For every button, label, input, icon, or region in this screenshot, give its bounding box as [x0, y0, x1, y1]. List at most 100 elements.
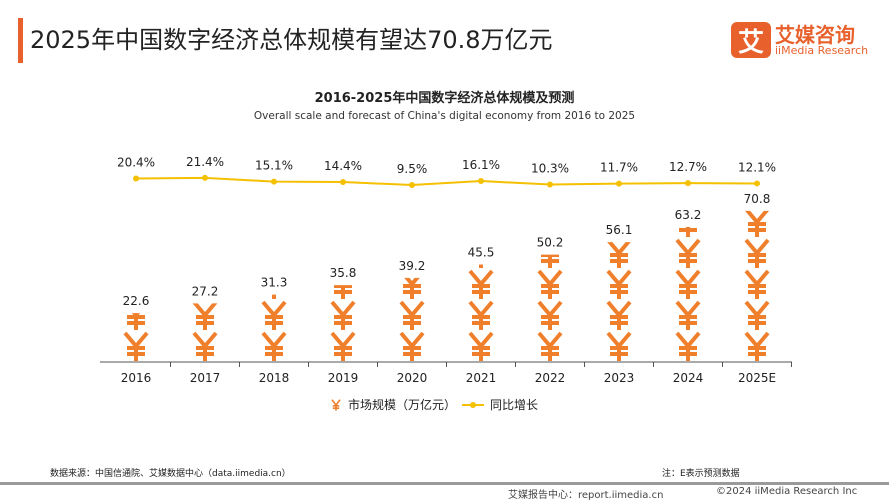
- chart: 2016 22.6 2017 27.2 2018 31.3 2019 35.8 2020 39.2…: [100, 155, 792, 385]
- logo-cn: 艾媒咨询: [775, 22, 855, 47]
- chart-subtitle: Overall scale and forecast of China's di…: [253, 110, 636, 122]
- yen-icon: [606, 331, 632, 361]
- growth-label: 20.4%: [117, 155, 155, 169]
- footer-divider: [0, 482, 889, 485]
- bar-value-label: 50.2: [537, 236, 564, 250]
- report-link[interactable]: 艾媒报告中心：report.iimedia.cn: [508, 490, 664, 501]
- yen-icon: [675, 331, 701, 361]
- yen-icon: [606, 269, 632, 299]
- logo-mark: 艾: [731, 22, 771, 58]
- x-tick-label: 2022: [535, 371, 566, 385]
- bar-2022: [537, 254, 563, 361]
- bar-2017: [192, 303, 218, 361]
- yen-icon: [192, 303, 218, 330]
- x-tick-label: 2023: [604, 371, 635, 385]
- copyright: ©2024 iiMedia Research Inc: [716, 486, 858, 497]
- yen-icon: [606, 300, 632, 330]
- yen-icon: [537, 331, 563, 361]
- data-source: 数据来源：中国信通院、艾媒数据中心（data.iimedia.cn）: [50, 469, 291, 479]
- yen-icon: [744, 269, 770, 299]
- x-tick-label: 2016: [121, 371, 152, 385]
- growth-label: 9.5%: [397, 162, 428, 176]
- bar-2021: [468, 264, 494, 361]
- bar-2024: [675, 227, 701, 361]
- growth-point: [685, 180, 691, 187]
- yen-icon: [331, 398, 341, 411]
- bar-2016: [123, 313, 149, 361]
- growth-label: 12.1%: [738, 160, 776, 174]
- yen-icon: [127, 313, 145, 330]
- bar-2025E: [744, 210, 770, 361]
- growth-point: [478, 178, 484, 185]
- yen-icon: [403, 277, 421, 299]
- bar-value-label: 31.3: [261, 276, 288, 290]
- yen-icon: [399, 331, 425, 361]
- growth-point: [616, 180, 622, 187]
- logo: 艾 艾媒咨询 iiMedia Research: [731, 22, 868, 58]
- x-tick-label: 2020: [397, 371, 428, 385]
- legend-line-icon: [462, 401, 485, 408]
- title-accent-bar: [18, 18, 23, 63]
- yen-icon: [330, 331, 356, 361]
- yen-icon: [541, 254, 559, 268]
- bar-value-label: 63.2: [675, 208, 702, 222]
- bar-value-label: 70.8: [744, 192, 771, 206]
- yen-icon: [261, 331, 287, 361]
- yen-icon: [468, 331, 494, 361]
- growth-point: [754, 180, 760, 187]
- yen-icon: [675, 300, 701, 330]
- yen-icon: [537, 269, 563, 299]
- x-tick-label: 2019: [328, 371, 359, 385]
- yen-icon: [537, 300, 563, 330]
- yen-icon: [468, 300, 494, 330]
- x-tick-label: 2018: [259, 371, 290, 385]
- growth-point: [133, 175, 139, 182]
- legend: 市场规模（万亿元） 同比增长: [330, 396, 538, 413]
- growth-point: [271, 178, 277, 185]
- x-tick-label: 2021: [466, 371, 497, 385]
- bar-2020: [399, 277, 425, 361]
- yen-icon: [399, 300, 425, 330]
- bar-value-label: 22.6: [123, 294, 150, 308]
- yen-icon: [330, 300, 356, 330]
- yen-icon: [675, 269, 701, 299]
- yen-icon: [261, 300, 287, 330]
- yen-icon: [744, 331, 770, 361]
- yen-icon: [607, 242, 631, 268]
- yen-icon: [675, 238, 701, 268]
- growth-label: 11.7%: [600, 161, 638, 175]
- growth-label: 16.1%: [462, 158, 500, 172]
- bar-value-label: 45.5: [468, 246, 495, 260]
- yen-icon: [192, 331, 218, 361]
- bar-2019: [330, 285, 356, 361]
- growth-line: [135, 176, 758, 187]
- bar-value-label: 56.1: [606, 223, 633, 237]
- yen-icon: [679, 227, 697, 237]
- growth-point: [409, 182, 415, 188]
- bar-2023: [606, 242, 632, 361]
- bar-value-label: 35.8: [330, 266, 357, 280]
- bar-2018: [261, 294, 287, 361]
- chart-title: 2016-2025年中国数字经济总体规模及预测: [314, 91, 575, 106]
- growth-point: [547, 181, 553, 188]
- growth-label: 14.4%: [324, 159, 362, 173]
- growth-label: 10.3%: [531, 162, 569, 176]
- yen-icon: [123, 331, 149, 361]
- logo-en: iiMedia Research: [775, 43, 869, 57]
- bar-value-label: 39.2: [399, 259, 426, 273]
- growth-label: 12.7%: [669, 160, 707, 174]
- growth-point: [202, 174, 208, 181]
- yen-icon: [744, 210, 770, 237]
- yen-icon: [468, 269, 494, 299]
- legend-growth: 同比增长: [490, 398, 539, 412]
- growth-label: 15.1%: [255, 159, 293, 173]
- note: 注：E表示预测数据: [662, 469, 740, 479]
- yen-icon: [334, 285, 352, 299]
- yen-icon: [744, 300, 770, 330]
- x-tick-label: 2024: [673, 371, 704, 385]
- growth-point: [340, 179, 346, 186]
- bar-value-label: 27.2: [192, 284, 219, 298]
- legend-market-size: 市场规模（万亿元）: [348, 398, 457, 412]
- x-tick-label: 2025E: [738, 371, 776, 385]
- growth-label: 21.4%: [186, 155, 224, 169]
